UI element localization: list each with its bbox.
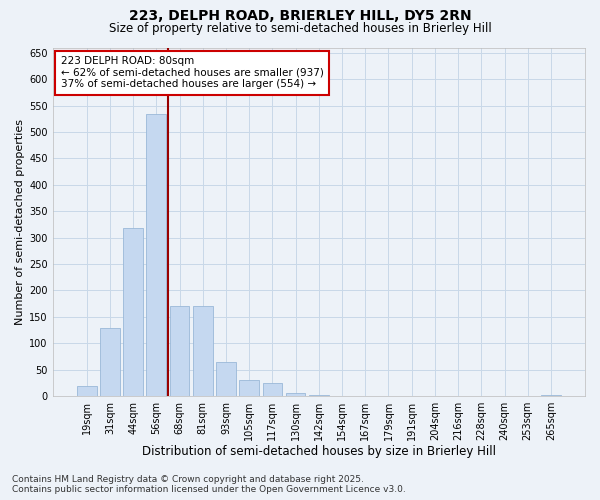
Text: 223, DELPH ROAD, BRIERLEY HILL, DY5 2RN: 223, DELPH ROAD, BRIERLEY HILL, DY5 2RN — [128, 9, 472, 23]
Bar — [146, 114, 166, 396]
Bar — [263, 383, 282, 396]
Bar — [216, 362, 236, 396]
Bar — [170, 306, 190, 396]
Bar — [123, 228, 143, 396]
Bar — [286, 394, 305, 396]
Y-axis label: Number of semi-detached properties: Number of semi-detached properties — [15, 119, 25, 325]
Text: 223 DELPH ROAD: 80sqm
← 62% of semi-detached houses are smaller (937)
37% of sem: 223 DELPH ROAD: 80sqm ← 62% of semi-deta… — [61, 56, 323, 90]
Bar — [309, 395, 329, 396]
Bar — [193, 306, 212, 396]
X-axis label: Distribution of semi-detached houses by size in Brierley Hill: Distribution of semi-detached houses by … — [142, 444, 496, 458]
Text: Size of property relative to semi-detached houses in Brierley Hill: Size of property relative to semi-detach… — [109, 22, 491, 35]
Bar — [100, 328, 120, 396]
Bar — [239, 380, 259, 396]
Text: Contains HM Land Registry data © Crown copyright and database right 2025.
Contai: Contains HM Land Registry data © Crown c… — [12, 474, 406, 494]
Bar — [77, 386, 97, 396]
Bar — [541, 395, 561, 396]
